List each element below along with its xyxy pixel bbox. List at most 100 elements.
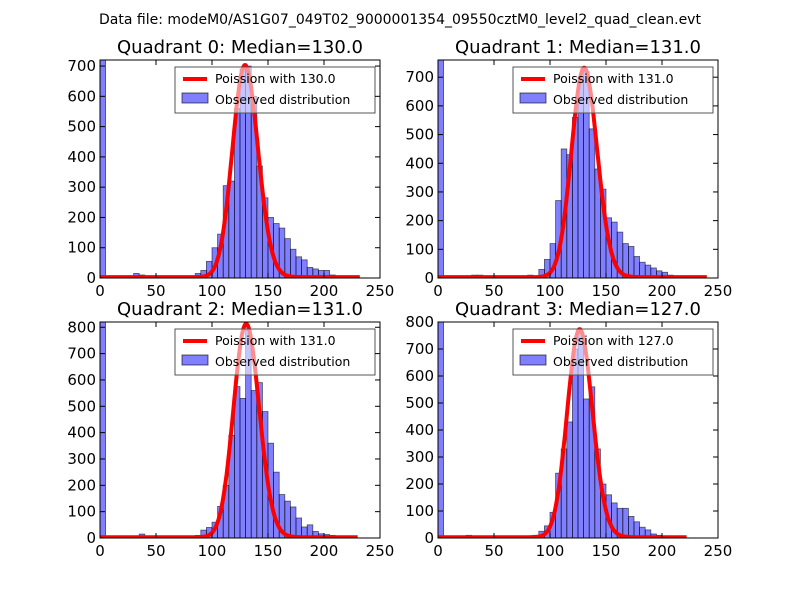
subplot-quadrant-3: Poission with 127.0 Observed distribution… bbox=[405, 299, 732, 560]
histogram-bar bbox=[295, 256, 302, 278]
y-tick-label: 600 bbox=[67, 371, 96, 389]
y-tick-label: 400 bbox=[67, 148, 96, 166]
x-tick-label: 250 bbox=[366, 542, 395, 560]
y-tick-label: 0 bbox=[424, 269, 434, 287]
plot-area bbox=[100, 322, 359, 538]
y-tick-label: 400 bbox=[67, 424, 96, 442]
plot-area bbox=[100, 60, 361, 278]
legend-label-poisson: Poission with 130.0 bbox=[215, 71, 336, 86]
y-tick-label: 200 bbox=[405, 212, 434, 230]
histogram-bar bbox=[588, 128, 596, 278]
y-tick-label: 100 bbox=[67, 239, 96, 257]
y-tick-label: 300 bbox=[67, 450, 96, 468]
x-tick-label: 250 bbox=[366, 282, 395, 300]
y-tick-label: 500 bbox=[67, 118, 96, 136]
legend-box bbox=[512, 328, 714, 376]
x-tick-label: 200 bbox=[648, 282, 677, 300]
histogram-bar bbox=[583, 398, 590, 538]
histogram-bar bbox=[633, 256, 640, 278]
x-tick-label: 0 bbox=[95, 542, 105, 560]
y-tick-label: 200 bbox=[67, 476, 96, 494]
legend-bar-swatch bbox=[181, 92, 209, 104]
legend: Poission with 127.0 Observed distribution bbox=[512, 328, 714, 376]
legend: Poission with 130.0 Observed distribution bbox=[174, 66, 376, 114]
y-tick-label: 300 bbox=[67, 178, 96, 196]
legend-label-poisson: Poission with 131.0 bbox=[215, 333, 336, 348]
x-tick-label: 200 bbox=[310, 542, 339, 560]
histogram-bar bbox=[250, 390, 258, 538]
legend-label-poisson: Poission with 131.0 bbox=[553, 71, 674, 86]
y-tick-label: 200 bbox=[67, 208, 96, 226]
y-tick-label: 400 bbox=[405, 154, 434, 172]
y-tick-label: 300 bbox=[405, 183, 434, 201]
y-tick-label: 200 bbox=[405, 475, 434, 493]
legend-bar-swatch bbox=[519, 354, 547, 366]
histogram-bar bbox=[289, 248, 297, 278]
histogram-bar bbox=[295, 517, 302, 538]
histogram-bar bbox=[284, 238, 291, 278]
y-tick-label: 800 bbox=[67, 318, 96, 336]
x-tick-label: 50 bbox=[146, 282, 165, 300]
x-tick-label: 100 bbox=[536, 542, 565, 560]
x-tick-label: 50 bbox=[146, 542, 165, 560]
legend: Poission with 131.0 Observed distribution bbox=[512, 66, 714, 114]
histogram-bar bbox=[239, 397, 246, 538]
axes-frame bbox=[99, 321, 381, 539]
plot-area bbox=[438, 322, 688, 538]
y-tick-label: 100 bbox=[405, 502, 434, 520]
y-tick-label: 100 bbox=[67, 503, 96, 521]
y-tick-label: 600 bbox=[405, 97, 434, 115]
legend-box bbox=[512, 66, 714, 114]
legend-label-observed: Observed distribution bbox=[553, 92, 688, 107]
legend: Poission with 131.0 Observed distribution bbox=[174, 328, 376, 376]
legend-bar-swatch bbox=[519, 92, 547, 104]
x-tick-label: 250 bbox=[704, 542, 733, 560]
x-tick-label: 100 bbox=[198, 282, 227, 300]
poisson-curve bbox=[100, 322, 359, 538]
x-tick-label: 250 bbox=[704, 282, 733, 300]
legend-label-observed: Observed distribution bbox=[553, 354, 688, 369]
x-tick-label: 0 bbox=[433, 542, 443, 560]
legend-bar-swatch bbox=[181, 354, 209, 366]
x-tick-label: 50 bbox=[484, 282, 503, 300]
y-tick-label: 700 bbox=[405, 340, 434, 358]
histogram-bar bbox=[438, 322, 444, 538]
x-tick-label: 150 bbox=[592, 542, 621, 560]
legend-label-observed: Observed distribution bbox=[215, 92, 350, 107]
x-tick-label: 0 bbox=[95, 282, 105, 300]
poisson-curve bbox=[100, 63, 361, 278]
y-tick-label: 500 bbox=[405, 394, 434, 412]
subplot-title: Quadrant 1: Median=131.0 bbox=[455, 37, 701, 58]
x-tick-label: 150 bbox=[254, 542, 283, 560]
histogram-bar bbox=[628, 516, 635, 538]
figure-suptitle: Data file: modeM0/AS1G07_049T02_90000013… bbox=[99, 12, 701, 28]
axes-frame bbox=[99, 59, 381, 279]
y-tick-label: 700 bbox=[405, 68, 434, 86]
poisson-curve bbox=[438, 327, 688, 538]
subplot-title: Quadrant 0: Median=130.0 bbox=[117, 37, 363, 58]
y-tick-label: 100 bbox=[405, 240, 434, 258]
legend-label-observed: Observed distribution bbox=[215, 354, 350, 369]
histogram-bar bbox=[622, 507, 629, 538]
x-tick-label: 0 bbox=[433, 282, 443, 300]
y-tick-label: 0 bbox=[86, 269, 96, 287]
y-tick-label: 400 bbox=[405, 421, 434, 439]
y-tick-label: 500 bbox=[405, 126, 434, 144]
x-tick-label: 200 bbox=[648, 542, 677, 560]
legend-label-poisson: Poission with 127.0 bbox=[553, 333, 674, 348]
histogram-bar bbox=[572, 348, 579, 538]
subplot-quadrant-1: Poission with 131.0 Observed distribution… bbox=[405, 37, 732, 300]
y-tick-label: 500 bbox=[67, 397, 96, 415]
x-tick-label: 150 bbox=[254, 282, 283, 300]
subplot-title: Quadrant 3: Median=127.0 bbox=[455, 299, 701, 320]
histogram-bar bbox=[100, 60, 106, 278]
y-tick-label: 700 bbox=[67, 57, 96, 75]
y-tick-label: 600 bbox=[405, 367, 434, 385]
y-tick-label: 700 bbox=[67, 345, 96, 363]
x-tick-label: 150 bbox=[592, 282, 621, 300]
legend-box bbox=[174, 66, 376, 114]
x-tick-label: 50 bbox=[484, 542, 503, 560]
subplot-title: Quadrant 2: Median=131.0 bbox=[117, 299, 363, 320]
y-tick-label: 300 bbox=[405, 448, 434, 466]
